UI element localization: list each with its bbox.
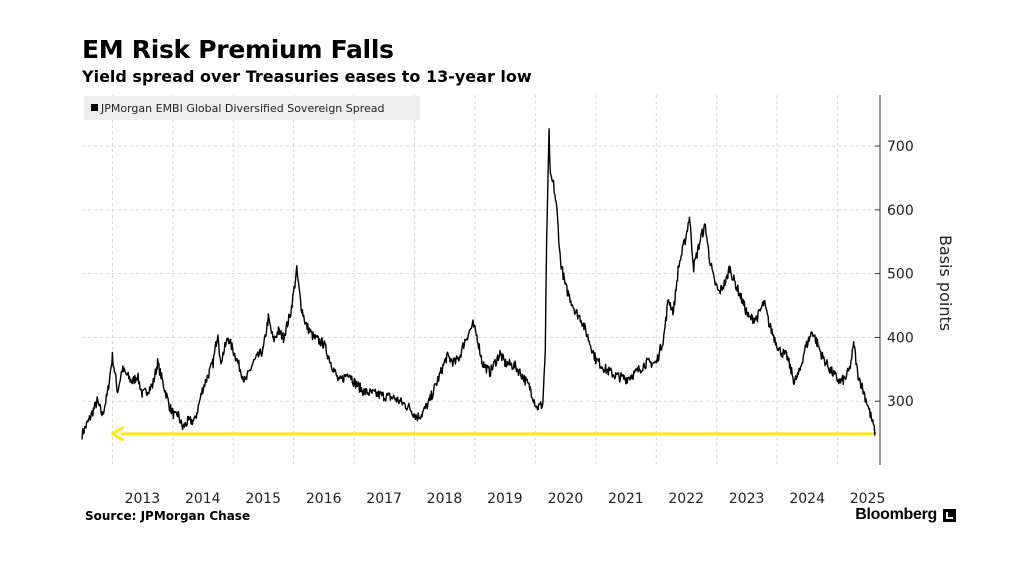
y-tick-label: 600: [887, 203, 914, 219]
x-tick-label: 2018: [427, 491, 463, 507]
grid-lines: [82, 95, 880, 467]
y-tick-label: 500: [887, 267, 914, 283]
y-tick-label: 400: [887, 330, 914, 346]
x-tick-label: 2022: [668, 491, 704, 507]
legend-label: JPMorgan EMBI Global Diversified Soverei…: [100, 102, 385, 115]
legend-swatch: [91, 104, 98, 111]
x-tick-label: 2024: [789, 491, 825, 507]
x-tick-label: 2014: [185, 491, 221, 507]
x-tick-label: 2016: [306, 491, 342, 507]
x-tick-label: 2019: [487, 491, 523, 507]
source-note: Source: JPMorgan Chase: [85, 509, 251, 523]
legend: JPMorgan EMBI Global Diversified Soverei…: [84, 96, 420, 120]
bloomberg-logo: Bloomberg: [855, 506, 956, 524]
spread-line: [81, 128, 876, 440]
chart-title: EM Risk Premium Falls: [82, 35, 394, 64]
series-line: [81, 128, 876, 440]
x-tick-label: 2015: [245, 491, 281, 507]
yellow-arrow: [110, 426, 875, 442]
y-axis-label: Basis points: [936, 235, 955, 331]
arrow-head: [110, 426, 124, 442]
y-tick-label: 300: [887, 394, 914, 410]
x-tick-label: 2017: [366, 491, 402, 507]
chart-subtitle: Yield spread over Treasuries eases to 13…: [82, 67, 532, 86]
legend-background: [84, 96, 420, 120]
x-axis: 2013 2014 2015 2016 2017 2018 2019 2020 2021 2022…: [125, 491, 886, 507]
x-tick-label: 2021: [608, 491, 644, 507]
x-tick-label: 2023: [729, 491, 765, 507]
bloomberg-icon: [943, 508, 956, 522]
x-tick-label: 2020: [548, 491, 584, 507]
brand-name: Bloomberg: [855, 506, 937, 523]
x-tick-label: 2025: [850, 491, 886, 507]
y-axis: 300 400 500 600 700: [875, 95, 914, 465]
x-tick-label: 2013: [125, 491, 161, 507]
y-tick-label: 700: [887, 139, 914, 155]
